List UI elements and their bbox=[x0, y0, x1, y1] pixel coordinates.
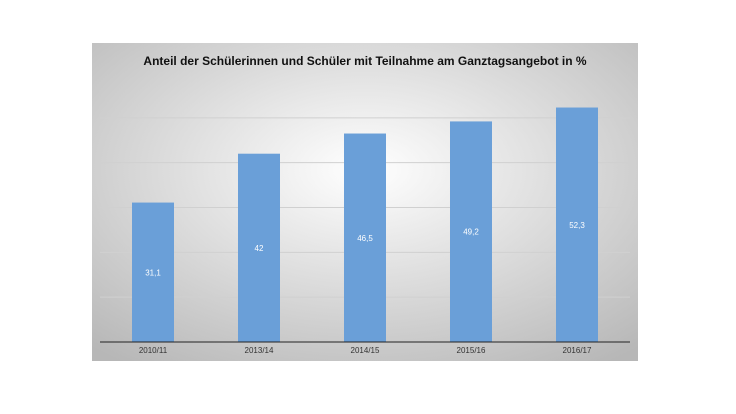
x-tick-label: 2015/16 bbox=[457, 346, 486, 355]
chart-panel: Anteil der Schülerinnen und Schüler mit … bbox=[92, 43, 638, 361]
x-tick-label: 2010/11 bbox=[139, 346, 168, 355]
data-label: 49,2 bbox=[463, 228, 479, 237]
x-tick-label: 2016/17 bbox=[563, 346, 592, 355]
data-label: 52,3 bbox=[569, 221, 585, 230]
bar-2014-15 bbox=[344, 133, 386, 342]
data-label: 46,5 bbox=[357, 234, 373, 243]
bar-2013-14 bbox=[238, 153, 280, 342]
bar-2016-17 bbox=[556, 107, 598, 342]
data-label: 42 bbox=[255, 244, 264, 253]
bars: 31,1 42 46,5 49,2 52,3 bbox=[132, 107, 598, 342]
x-axis-ticks: 2010/11 2013/14 2014/15 2015/16 2016/17 bbox=[139, 346, 592, 355]
chart-title: Anteil der Schülerinnen und Schüler mit … bbox=[143, 54, 587, 68]
bar-2010-11 bbox=[132, 202, 174, 342]
x-tick-label: 2014/15 bbox=[351, 346, 380, 355]
bar-chart: Anteil der Schülerinnen und Schüler mit … bbox=[92, 43, 638, 361]
data-label: 31,1 bbox=[145, 268, 161, 277]
x-tick-label: 2013/14 bbox=[245, 346, 274, 355]
bar-2015-16 bbox=[450, 121, 492, 342]
